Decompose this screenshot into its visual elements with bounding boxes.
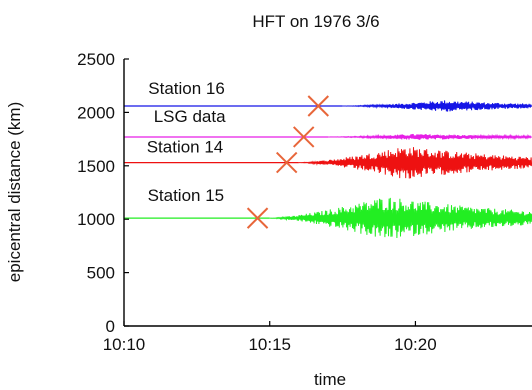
lsg-data-label: LSG data xyxy=(154,107,226,126)
y-tick-label-2500: 2500 xyxy=(77,50,115,69)
y-axis-title: epicentral distance (km) xyxy=(5,102,24,282)
station-15-onset-marker xyxy=(246,207,269,229)
lsg-data-waveform xyxy=(328,133,532,141)
station-16-waveform xyxy=(342,100,532,112)
station-14-onset-marker xyxy=(276,151,298,174)
traces-layer xyxy=(124,100,532,239)
onset-markers-layer xyxy=(246,95,329,229)
series-labels-layer: Station 16 LSG data Station 14 Station 15 xyxy=(147,79,226,205)
x-axis-title: time xyxy=(314,370,346,389)
y-tick-label-2000: 2000 xyxy=(77,103,115,122)
station-14-waveform xyxy=(298,147,532,179)
y-tick-label-1000: 1000 xyxy=(77,210,115,229)
station-16-onset-marker xyxy=(307,95,329,117)
y-tick-label-1500: 1500 xyxy=(77,157,115,176)
station-14-label: Station 14 xyxy=(147,138,224,157)
station-15-label: Station 15 xyxy=(148,186,225,205)
x-tick-label-10-15: 10:15 xyxy=(248,335,291,354)
axes-layer: 0 500 1000 1500 2000 2500 10:10 10:15 10:20 xyxy=(77,50,532,354)
x-tick-label-10-10: 10:10 xyxy=(103,335,146,354)
chart-title: HFT on 1976 3/6 xyxy=(252,12,379,31)
y-tick-label-500: 500 xyxy=(87,264,115,283)
station-16-label: Station 16 xyxy=(148,79,225,98)
station-15-waveform xyxy=(269,197,532,239)
y-tick-label-0: 0 xyxy=(106,317,115,336)
lsg-data-onset-marker xyxy=(293,126,315,148)
x-tick-label-10-20: 10:20 xyxy=(394,335,437,354)
